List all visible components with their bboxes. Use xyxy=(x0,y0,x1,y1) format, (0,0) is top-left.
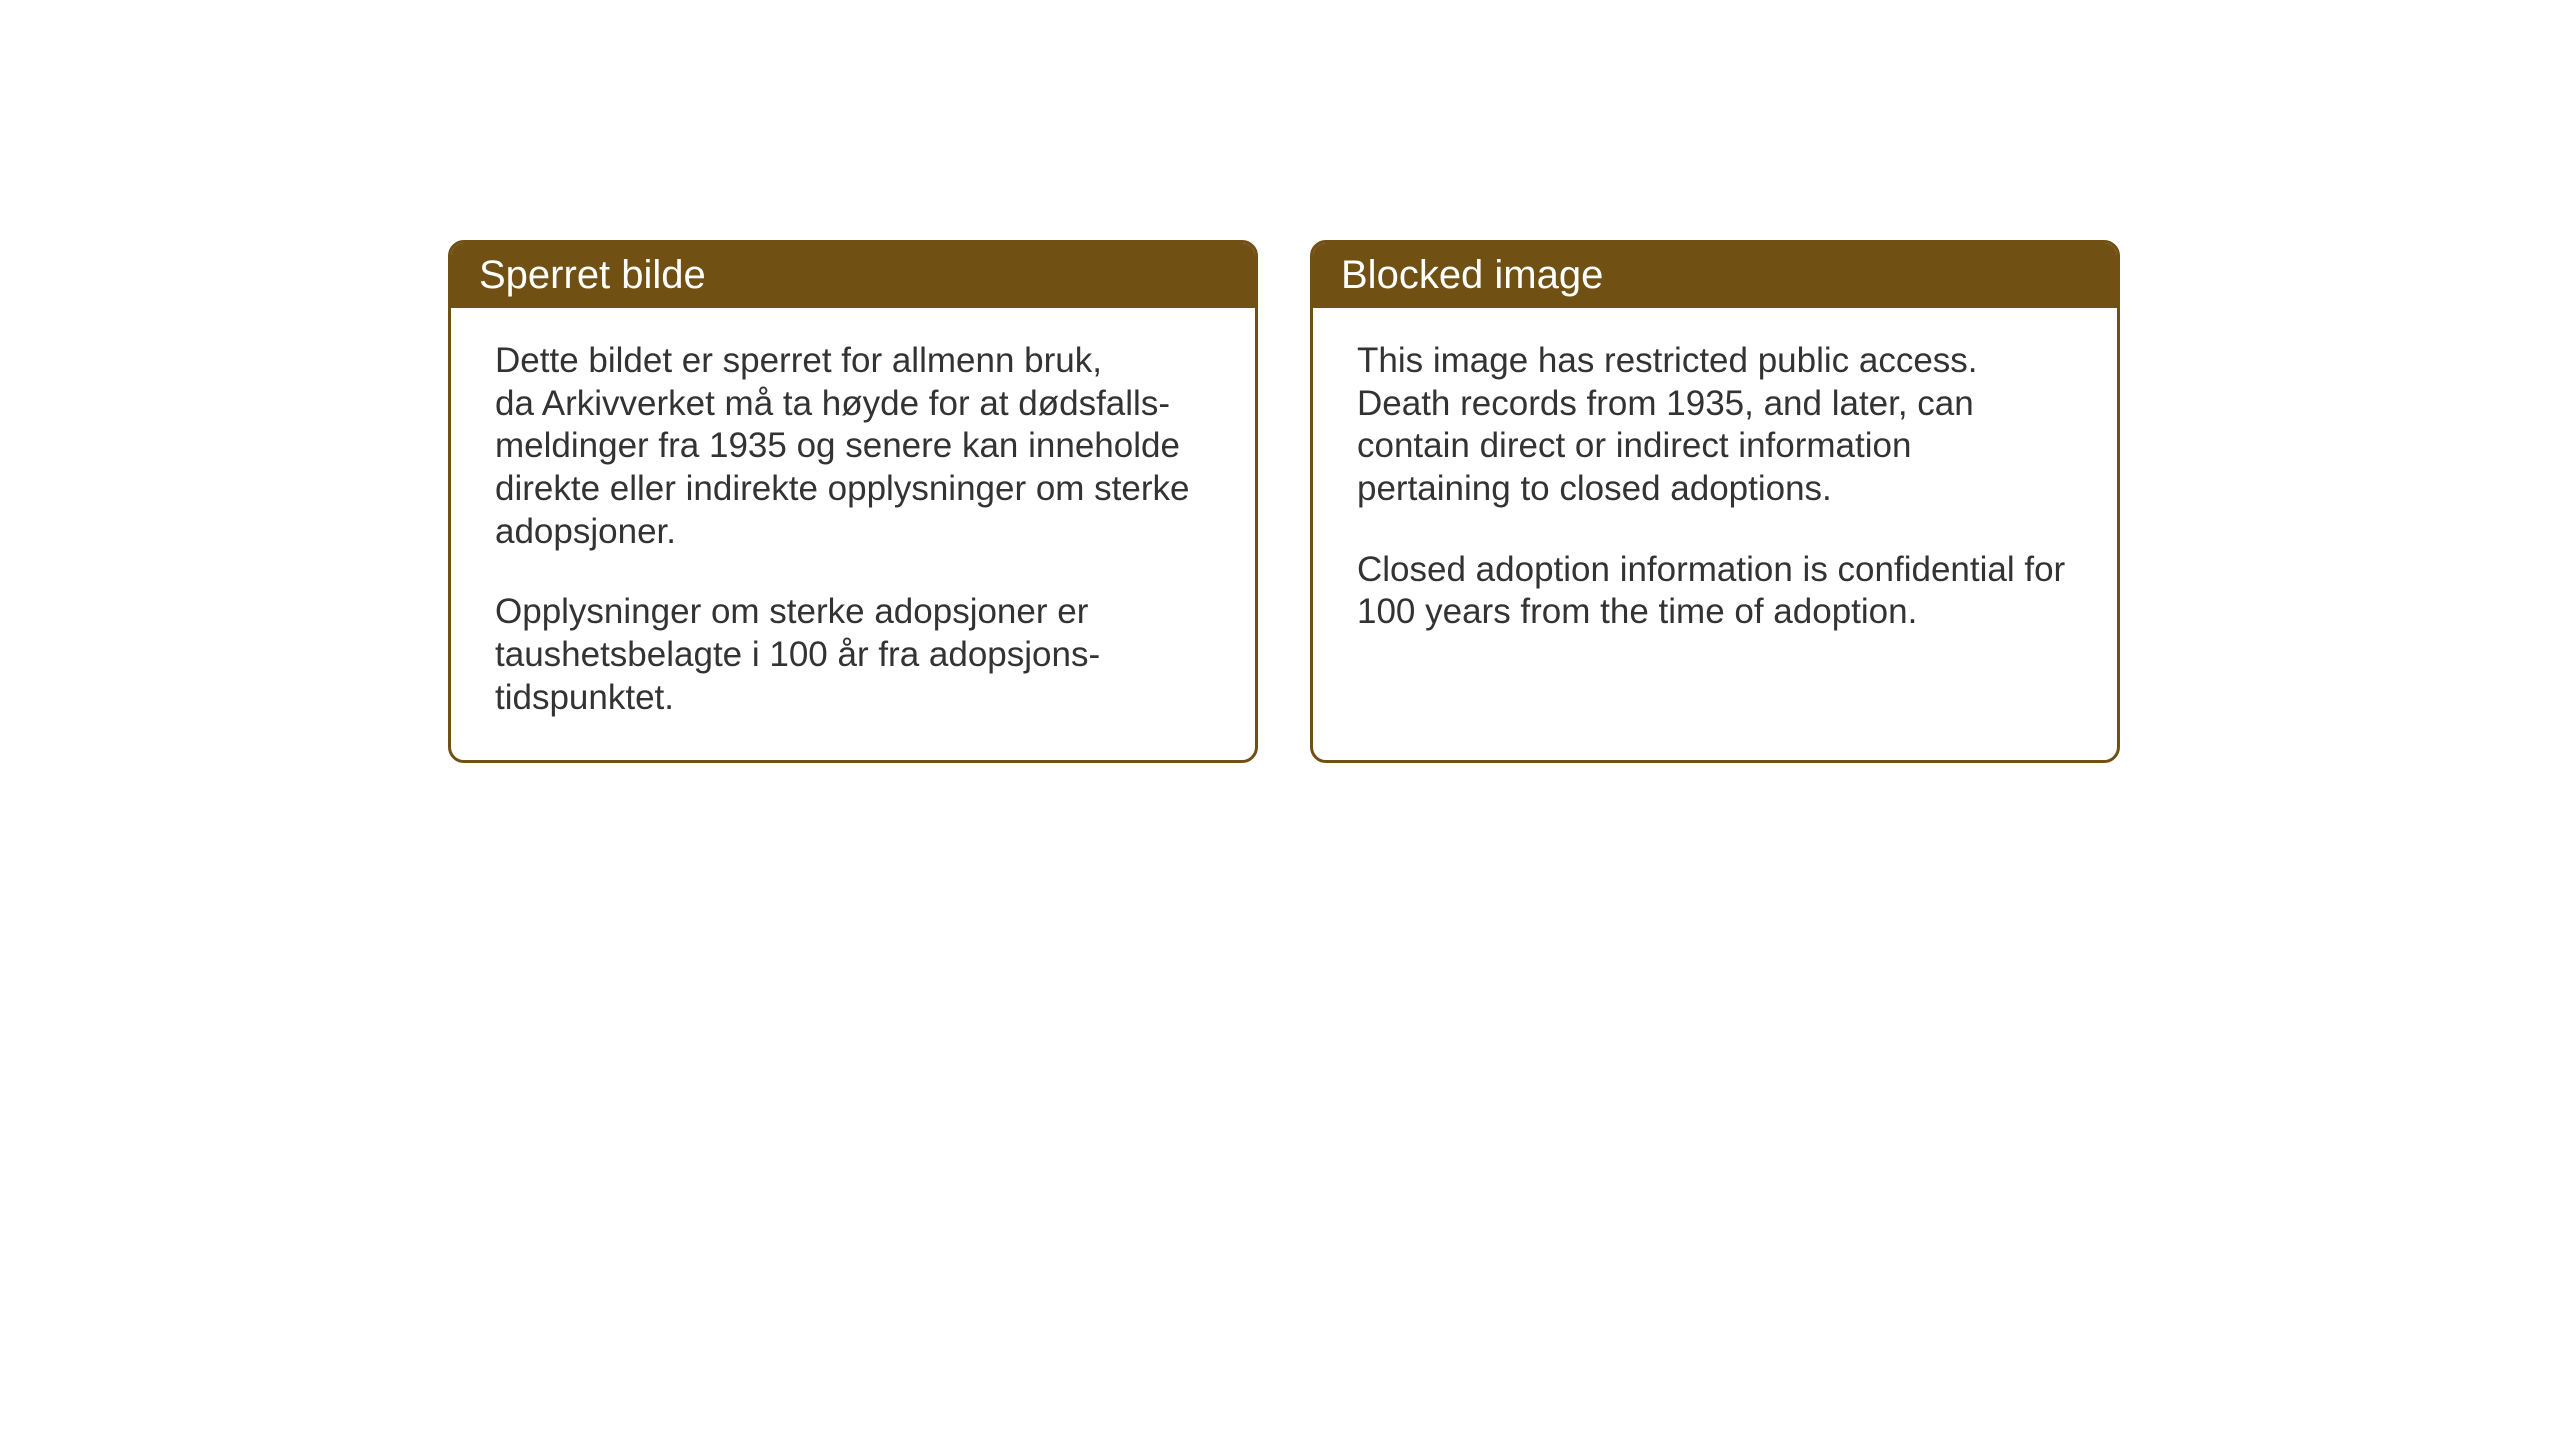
english-card-title: Blocked image xyxy=(1341,253,1603,297)
norwegian-paragraph-1: Dette bildet er sperret for allmenn bruk… xyxy=(495,340,1211,553)
english-paragraph-2: Closed adoption information is confident… xyxy=(1357,549,2073,634)
norwegian-card-header: Sperret bilde xyxy=(451,243,1255,308)
norwegian-paragraph-2: Opplysninger om sterke adopsjoner er tau… xyxy=(495,591,1211,719)
norwegian-card-title: Sperret bilde xyxy=(479,253,706,297)
cards-container: Sperret bilde Dette bildet er sperret fo… xyxy=(448,240,2120,763)
english-card: Blocked image This image has restricted … xyxy=(1310,240,2120,763)
english-paragraph-1: This image has restricted public access.… xyxy=(1357,340,2073,511)
norwegian-card: Sperret bilde Dette bildet er sperret fo… xyxy=(448,240,1258,763)
english-card-body: This image has restricted public access.… xyxy=(1313,308,2117,674)
norwegian-card-body: Dette bildet er sperret for allmenn bruk… xyxy=(451,308,1255,760)
english-card-header: Blocked image xyxy=(1313,243,2117,308)
